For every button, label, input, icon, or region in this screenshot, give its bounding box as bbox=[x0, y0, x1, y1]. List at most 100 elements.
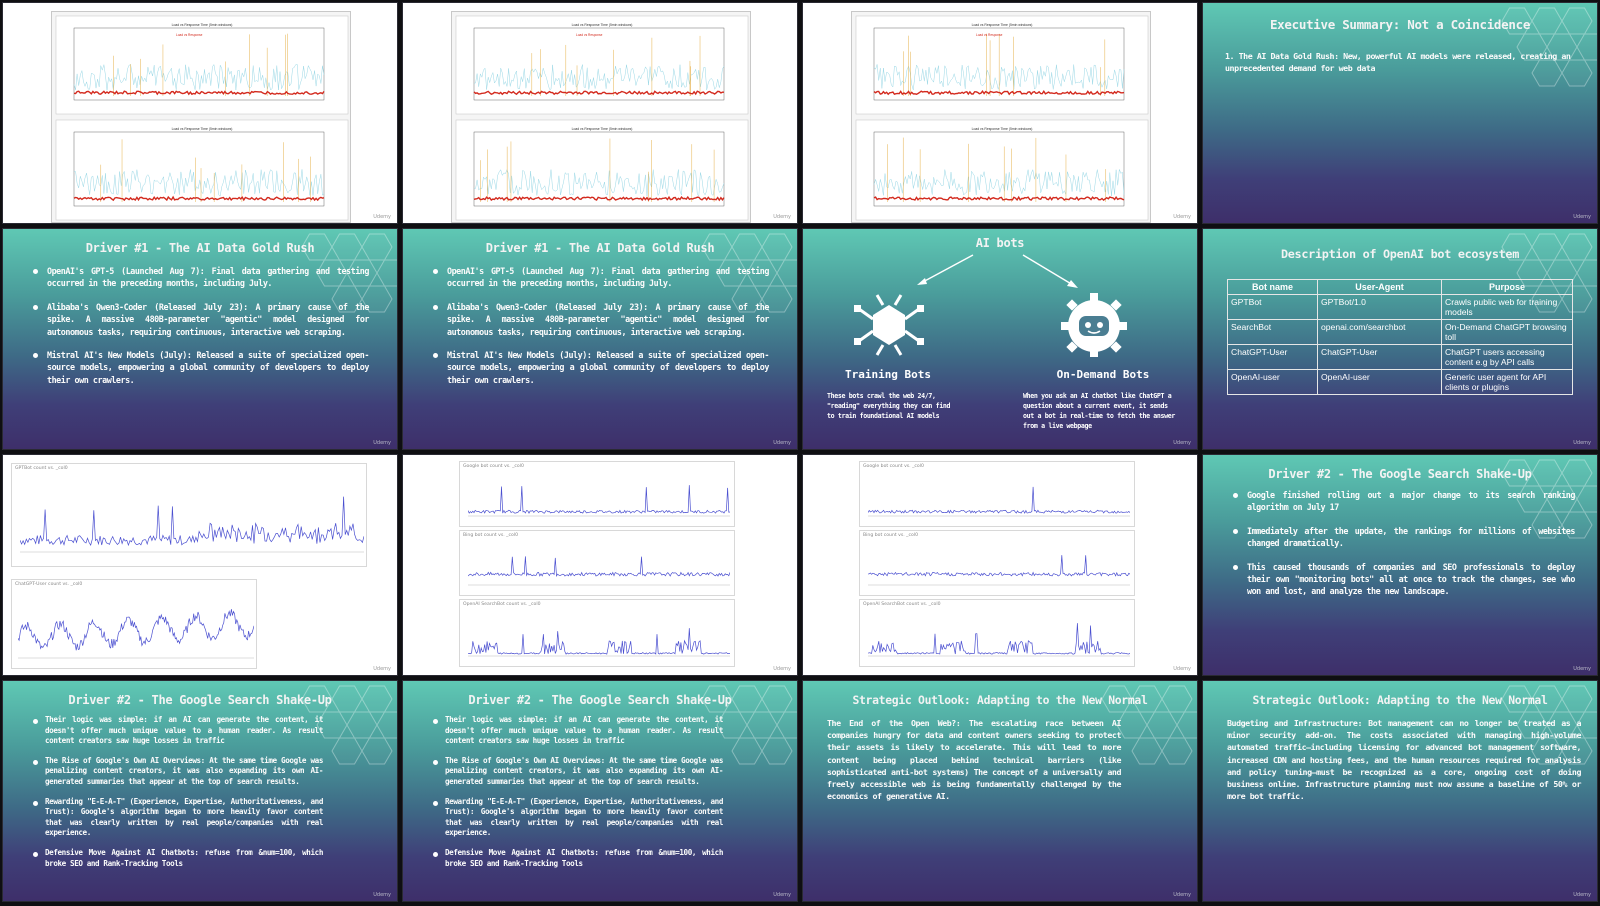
hexagon-decoration-icon bbox=[287, 681, 397, 771]
bullet-item: The Rise of Google's Own AI Overviews: A… bbox=[33, 756, 323, 788]
table-row: GPTBot GPTBot/1.0 Crawls public web for … bbox=[1227, 294, 1573, 320]
plot-frame bbox=[73, 27, 325, 101]
openai-searchbot-series bbox=[868, 623, 1130, 657]
plot-panel bbox=[55, 15, 349, 115]
watermark: Udemy bbox=[1573, 892, 1591, 898]
plot-frame bbox=[873, 27, 1125, 101]
bullet-list: Google finished rolling out a major chan… bbox=[1233, 489, 1575, 598]
figure-canvas: Load vs Response Time (5min windows) Load… bbox=[455, 15, 749, 221]
chart-label: Google bot count vs. _col0 bbox=[463, 464, 524, 469]
table-cell: ChatGPT users accessing content e.g by A… bbox=[1441, 344, 1573, 370]
bing-bot-chart[interactable]: Bing bot count vs. _col0 bbox=[859, 530, 1135, 596]
plot-frame bbox=[73, 131, 325, 207]
bing-bot-chart[interactable]: Bing bot count vs. _col0 bbox=[459, 530, 735, 596]
summary-point: 1. The AI Data Gold Rush: New, powerful … bbox=[1225, 51, 1571, 74]
table-cell: On-Demand ChatGPT browsing toll bbox=[1441, 319, 1573, 345]
response-time-series bbox=[73, 90, 325, 96]
slide-gptbot-charts[interactable]: GPTBot count vs. _col0 ChatGPT-User coun… bbox=[2, 454, 398, 676]
chart-title: Load vs Response Time (5min windows) bbox=[572, 23, 633, 27]
watermark: Udemy bbox=[773, 440, 791, 446]
table-cell: Generic user agent for API clients or pl… bbox=[1441, 369, 1573, 395]
openai-searchbot-chart[interactable]: OpenAI SearchBot count vs. _col0 bbox=[459, 599, 735, 667]
watermark: Udemy bbox=[373, 214, 391, 220]
slide-title: Driver #2 - The Google Search Shake-Up bbox=[68, 693, 332, 707]
figure-window[interactable]: Load vs Response Time (5min windows) Load… bbox=[851, 11, 1151, 223]
slide-search-charts-1[interactable]: Google bot count vs. _col0 Bing bot coun… bbox=[402, 454, 798, 676]
figure-window[interactable]: Load vs Response Time (5min windows) Load… bbox=[451, 11, 751, 223]
plot-frame bbox=[873, 131, 1125, 207]
slide-title: Driver #2 - The Google Search Shake-Up bbox=[468, 693, 732, 707]
slide-title: Executive Summary: Not a Coincidence bbox=[1269, 17, 1531, 32]
plot-frame bbox=[473, 131, 725, 207]
bullet-item: Alibaba's Qwen3-Coder (Released July 23)… bbox=[33, 301, 369, 338]
watermark: Udemy bbox=[373, 892, 391, 898]
chatgpt-user-chart[interactable]: ChatGPT-User count vs. _col0 bbox=[11, 579, 257, 669]
hexagon-decoration-icon bbox=[287, 229, 397, 319]
chart-annotation: Load vs Response bbox=[576, 33, 603, 37]
slide-openai-ecosystem[interactable]: Description of OpenAI bot ecosystem Bot … bbox=[1202, 228, 1598, 450]
watermark: Udemy bbox=[373, 440, 391, 446]
slide-ai-bots[interactable]: AI bots bbox=[802, 228, 1198, 450]
bing-bot-series bbox=[868, 555, 1130, 586]
bullet-item: Mistral AI's New Models (July): Released… bbox=[33, 349, 369, 386]
chart-label: ChatGPT-User count vs. _col0 bbox=[15, 582, 83, 587]
figure-window[interactable]: Load vs Response Time (5min windows) Load… bbox=[51, 11, 351, 223]
table-cell: SearchBot bbox=[1227, 319, 1318, 345]
slide-screenshot-3[interactable]: Load vs Response Time (5min windows) Load… bbox=[802, 2, 1198, 224]
plot-panel bbox=[455, 15, 749, 115]
watermark: Udemy bbox=[1573, 666, 1591, 672]
slide-outlook-1[interactable]: Strategic Outlook: Adapting to the New N… bbox=[802, 680, 1198, 902]
column-header: User-Agent bbox=[1317, 279, 1442, 295]
openai-searchbot-chart[interactable]: OpenAI SearchBot count vs. _col0 bbox=[859, 599, 1135, 667]
slide-driver2-b1[interactable]: Driver #2 - The Google Search Shake-Up T… bbox=[2, 680, 398, 902]
slide-executive-summary[interactable]: Executive Summary: Not a Coincidence 1. … bbox=[1202, 2, 1598, 224]
table-cell: GPTBot/1.0 bbox=[1317, 294, 1442, 320]
bullet-list: OpenAI's GPT-5 (Launched Aug 7): Final d… bbox=[433, 265, 769, 386]
series-line bbox=[468, 628, 730, 655]
slide-screenshot-1[interactable]: Load vs Response Time (5min windows) Load… bbox=[2, 2, 398, 224]
series-line bbox=[868, 555, 1130, 577]
table-row: OpenAI-user OpenAI-user Generic user age… bbox=[1227, 369, 1573, 395]
slide-driver2-b2[interactable]: Driver #2 - The Google Search Shake-Up T… bbox=[402, 680, 798, 902]
slide-driver1-a[interactable]: Driver #1 - The AI Data Gold Rush OpenAI… bbox=[2, 228, 398, 450]
google-bot-chart[interactable]: Google bot count vs. _col0 bbox=[859, 461, 1135, 527]
request-count-series bbox=[473, 168, 725, 197]
bullet-item: The Rise of Google's Own AI Overviews: A… bbox=[433, 756, 723, 788]
gptbot-chart[interactable]: GPTBot count vs. _col0 bbox=[11, 463, 367, 567]
figure-canvas: Load vs Response Time (5min windows) Load… bbox=[855, 15, 1149, 221]
request-count-series bbox=[73, 63, 325, 91]
chatgpt-user-series bbox=[18, 609, 254, 659]
slide-title: Driver #2 - The Google Search Shake-Up bbox=[1268, 467, 1532, 481]
chart-title: Load vs Response Time (5min windows) bbox=[572, 127, 633, 131]
slide-driver1-b[interactable]: Driver #1 - The AI Data Gold Rush OpenAI… bbox=[402, 228, 798, 450]
google-bot-chart[interactable]: Google bot count vs. _col0 bbox=[459, 461, 735, 527]
chart-title: Load vs Response Time (5min windows) bbox=[172, 127, 233, 131]
arrows-icon bbox=[917, 254, 1078, 288]
chart-title: Load vs Response Time (5min windows) bbox=[172, 23, 233, 27]
series-line bbox=[868, 486, 1130, 514]
slide-outlook-2[interactable]: Strategic Outlook: Adapting to the New N… bbox=[1202, 680, 1598, 902]
response-time-series bbox=[873, 195, 1125, 202]
on-demand-bots-desc: When you ask an AI chatbot like ChatGPT … bbox=[1023, 392, 1176, 430]
response-time-series bbox=[473, 90, 724, 96]
watermark: Udemy bbox=[1573, 214, 1591, 220]
training-bot-icon bbox=[854, 294, 924, 356]
chart-label: GPTBot count vs. _col0 bbox=[15, 466, 68, 471]
slide-title: Strategic Outlook: Adapting to the New N… bbox=[1252, 693, 1548, 707]
slide-title: Driver #1 - The AI Data Gold Rush bbox=[85, 241, 315, 255]
bullet-item: Google finished rolling out a major chan… bbox=[1233, 489, 1575, 514]
table-row: ChatGPT-User ChatGPT-User ChatGPT users … bbox=[1227, 344, 1573, 370]
slide-title: AI bots bbox=[975, 236, 1025, 250]
watermark: Udemy bbox=[773, 892, 791, 898]
bullet-item: Their logic was simple: if an AI can gen… bbox=[33, 715, 323, 747]
series-line bbox=[468, 485, 730, 514]
watermark: Udemy bbox=[773, 666, 791, 672]
slide-driver2-a[interactable]: Driver #2 - The Google Search Shake-Up G… bbox=[1202, 454, 1598, 676]
series-line bbox=[20, 496, 364, 547]
watermark: Udemy bbox=[1173, 440, 1191, 446]
table-cell: ChatGPT-User bbox=[1317, 344, 1442, 370]
slide-title: Strategic Outlook: Adapting to the New N… bbox=[852, 693, 1148, 707]
slide-screenshot-2[interactable]: Load vs Response Time (5min windows) Load… bbox=[402, 2, 798, 224]
slide-search-charts-2[interactable]: Google bot count vs. _col0 Bing bot coun… bbox=[802, 454, 1198, 676]
